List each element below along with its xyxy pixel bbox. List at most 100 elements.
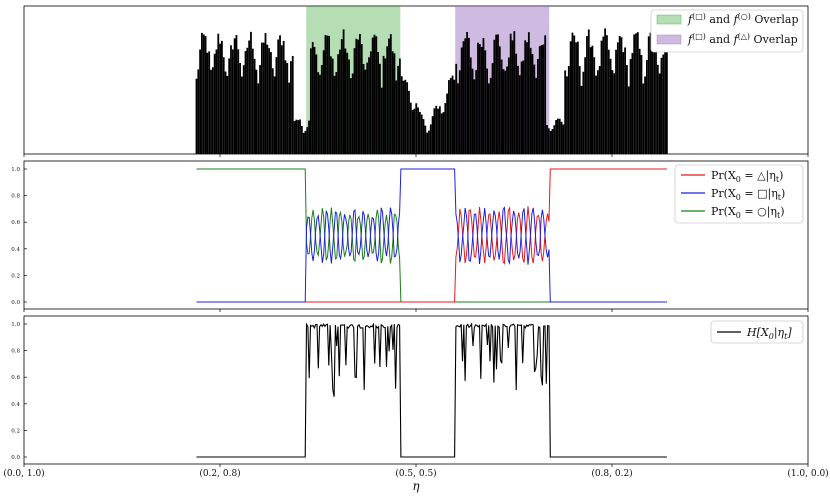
legend-2-frame xyxy=(674,164,804,224)
panel-3-frame xyxy=(23,315,809,465)
histogram-bar xyxy=(633,34,636,155)
histogram-bar xyxy=(509,33,512,154)
histogram-bar xyxy=(631,53,634,154)
histogram-bar xyxy=(257,83,260,154)
entropy-line xyxy=(196,322,667,458)
histogram-bar xyxy=(469,57,472,154)
histogram-bar xyxy=(366,62,369,154)
histogram-bar xyxy=(477,42,479,155)
histogram-bar xyxy=(486,68,488,154)
histogram-bar xyxy=(302,132,305,154)
histogram-bar xyxy=(313,46,316,155)
histogram-bar xyxy=(277,39,280,154)
histogram-bar xyxy=(451,75,454,154)
histogram-bar xyxy=(593,57,596,154)
histogram-bar xyxy=(246,47,249,155)
histogram-bar xyxy=(201,32,203,154)
histogram-bar xyxy=(270,52,272,155)
histogram-bar xyxy=(215,49,218,155)
histogram-bar xyxy=(349,78,352,154)
histogram-bar xyxy=(362,63,365,154)
histogram-bar xyxy=(262,42,265,154)
histogram-bar xyxy=(411,109,414,154)
histogram-bar xyxy=(553,125,556,154)
x-tick-label: (0.0, 1.0) xyxy=(3,468,44,479)
histogram-bar xyxy=(448,80,450,154)
histogram-bar xyxy=(482,38,485,154)
histogram-bar xyxy=(653,47,656,154)
histogram-bar xyxy=(580,85,583,154)
histogram-bar xyxy=(273,76,276,154)
x-axis-label: η xyxy=(412,479,420,493)
histogram-bar xyxy=(280,45,283,154)
histogram-bar xyxy=(240,76,243,154)
histogram-bar xyxy=(473,79,476,154)
histogram-bar xyxy=(404,79,407,154)
histogram-bar xyxy=(466,31,468,155)
histogram-bar xyxy=(339,49,341,154)
histogram-bar xyxy=(638,48,641,154)
histogram-bar xyxy=(408,90,410,154)
histogram-bar xyxy=(487,83,490,154)
histogram-bar xyxy=(415,103,418,154)
histogram-bar xyxy=(300,126,303,154)
histogram-bar xyxy=(640,54,643,154)
legend-1: f(□) and f(○) Overlap f(□) and f(△) Over… xyxy=(650,9,804,53)
histogram-bar xyxy=(197,69,200,154)
histogram-bar xyxy=(233,38,236,154)
histogram-bar xyxy=(527,32,530,154)
histogram-bar xyxy=(647,36,650,155)
histogram-bar xyxy=(409,102,412,154)
line-prob-square xyxy=(196,168,667,303)
y-tick-label: 0.4 xyxy=(11,247,20,253)
histogram-bar xyxy=(286,62,289,155)
x-tick-label: (1.0, 0.0) xyxy=(787,468,828,479)
y-tick-label: 0.8 xyxy=(11,349,20,355)
histogram-bar xyxy=(655,48,657,155)
histogram-bar xyxy=(221,40,223,154)
histogram-bar xyxy=(406,82,409,154)
histogram-bar xyxy=(251,48,254,154)
histogram-bar xyxy=(468,37,470,154)
histogram-bar xyxy=(635,33,637,154)
histogram-bar xyxy=(524,40,527,155)
histogram-bar xyxy=(230,45,232,154)
histogram-bar xyxy=(442,112,445,154)
histogram-bar xyxy=(584,57,587,154)
histogram-bar xyxy=(397,65,399,154)
histogram-bar xyxy=(437,108,439,154)
histogram-bar xyxy=(259,65,261,154)
x-tick-label: (0.8, 0.2) xyxy=(591,468,632,479)
y-tick-label: 0.6 xyxy=(11,375,20,381)
histogram-bar xyxy=(248,40,251,155)
histogram-bar xyxy=(620,37,623,154)
histogram-bar xyxy=(271,68,274,154)
histogram-bar xyxy=(598,66,601,154)
histogram-bar xyxy=(335,72,338,154)
histogram-bar xyxy=(413,108,416,154)
x-ticks: (0.0, 1.0) (0.2, 0.8) (0.5, 0.5) (0.8, 0.2)… xyxy=(3,154,829,479)
histogram-bar xyxy=(382,55,385,154)
y-tick-label: 0.8 xyxy=(11,194,20,200)
histogram-bar xyxy=(324,35,327,154)
histogram-bar xyxy=(515,53,518,154)
histogram-bar xyxy=(417,107,419,154)
histogram-bar xyxy=(386,46,389,154)
histogram-bar xyxy=(571,32,574,154)
histogram-bar xyxy=(393,53,396,154)
histogram-bar xyxy=(244,51,247,154)
histogram-bar xyxy=(375,36,378,155)
histogram-bar xyxy=(418,111,421,154)
histogram-bar xyxy=(613,73,616,154)
x-tick-label: (0.5, 0.5) xyxy=(395,468,436,479)
histogram-bar xyxy=(542,44,545,155)
histogram-bar xyxy=(506,66,508,154)
histogram-bar xyxy=(526,42,528,154)
histogram-bar xyxy=(589,47,592,154)
histogram-bar xyxy=(502,69,505,154)
histogram-bar xyxy=(555,120,557,154)
histogram-bar xyxy=(315,54,318,154)
y-tick-label: 0.4 xyxy=(11,402,20,408)
histogram-bar xyxy=(359,34,361,154)
posterior-lines xyxy=(196,168,667,303)
